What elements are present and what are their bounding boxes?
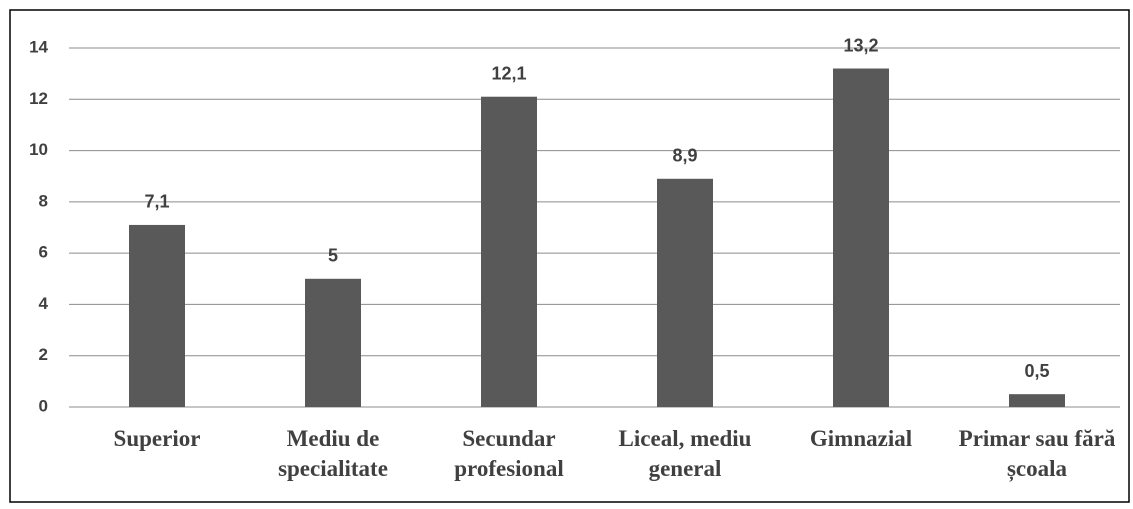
- bar: [1009, 394, 1065, 407]
- bar: [481, 96, 537, 407]
- data-label: 5: [328, 246, 338, 266]
- data-label: 12,1: [491, 63, 526, 83]
- bar: [833, 68, 889, 407]
- y-tick-label: 2: [39, 345, 48, 364]
- y-tick-label: 14: [29, 37, 48, 56]
- y-tick-label: 12: [29, 89, 48, 108]
- y-tick-label: 10: [29, 140, 48, 159]
- bar: [657, 178, 713, 407]
- data-label: 13,2: [843, 35, 878, 55]
- y-tick-label: 6: [39, 243, 48, 262]
- x-tick-label: Secundar profesional: [454, 426, 564, 481]
- data-label: 8,9: [672, 146, 697, 166]
- chart-frame: [9, 9, 1130, 503]
- x-tick-label: Superior: [113, 426, 201, 451]
- x-tick-label: Mediu de specialitate: [278, 426, 388, 481]
- y-tick-label: 4: [39, 294, 49, 313]
- y-tick-label: 0: [39, 396, 48, 415]
- x-tick-label: Gimnazial: [809, 426, 913, 451]
- x-tick-label: Primar sau fără școala: [958, 426, 1116, 481]
- data-label: 7,1: [144, 192, 169, 212]
- bar: [305, 278, 361, 407]
- bar: [129, 224, 185, 407]
- y-tick-label: 8: [39, 191, 48, 210]
- x-tick-label: Liceal, mediu general: [618, 426, 752, 481]
- data-label: 0,5: [1024, 361, 1049, 381]
